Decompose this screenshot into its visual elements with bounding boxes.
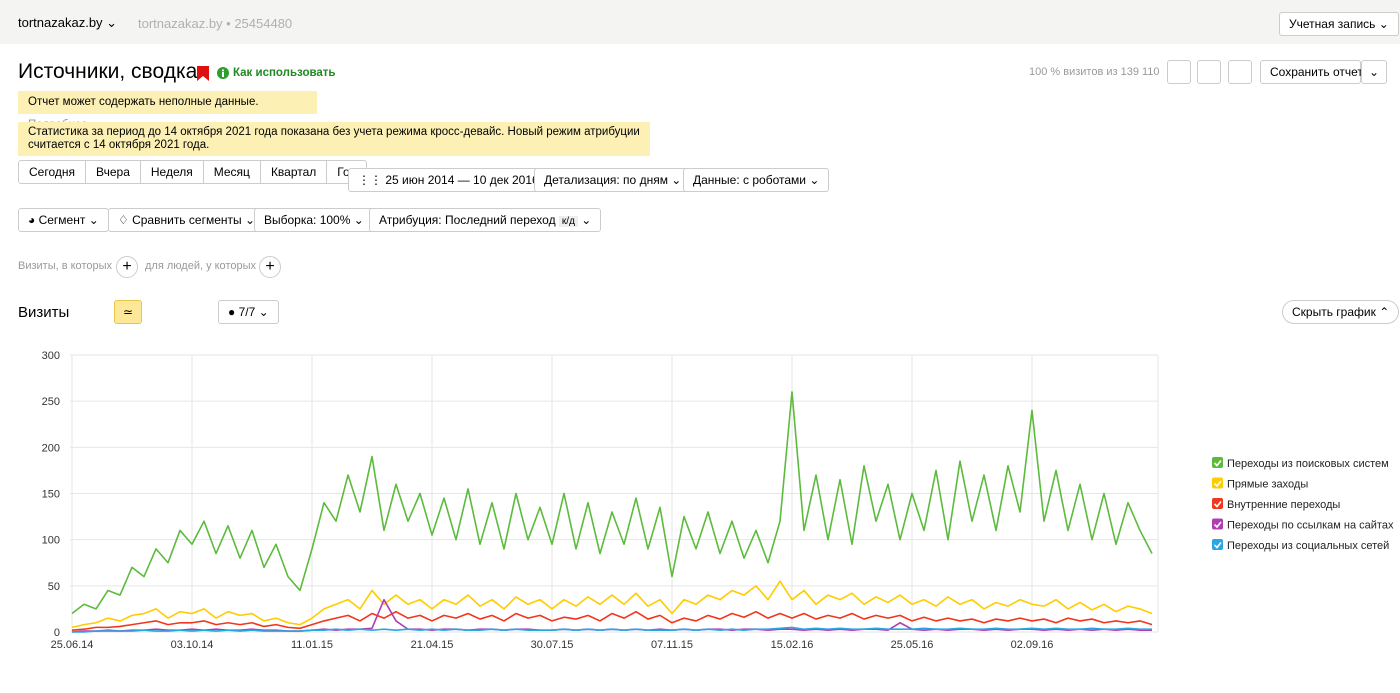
x-tick-label: 21.04.15 xyxy=(411,639,454,651)
add-visit-filter[interactable]: + xyxy=(116,256,138,278)
add-people-filter[interactable]: + xyxy=(259,256,281,278)
detail-button[interactable]: Детализация: по дням ⌄ xyxy=(534,168,692,192)
period[interactable]: Вчера xyxy=(86,161,141,183)
x-tick-label: 15.02.16 xyxy=(771,639,814,651)
account-button[interactable]: Учетная запись ⌄ xyxy=(1279,12,1399,36)
segment-label: Сегмент xyxy=(38,213,86,227)
legend-swatch xyxy=(1212,477,1223,489)
save-menu[interactable]: ⌄ xyxy=(1361,60,1387,84)
x-tick-label: 25.06.14 xyxy=(51,639,94,651)
site-name: tortnazakaz.by xyxy=(18,15,103,30)
date-range-label: 25 июн 2014 — 10 дек 2016 xyxy=(385,173,539,187)
x-tick-label: 11.01.15 xyxy=(291,639,333,651)
legend-check xyxy=(1213,542,1222,549)
attribution-badge: к/д xyxy=(558,216,578,227)
counter: tortnazakaz.by • 25454480 xyxy=(138,16,293,31)
data-filter-label: Данные: с роботами xyxy=(693,173,806,187)
sample-button[interactable]: Выборка: 100% ⌄ xyxy=(254,208,374,232)
compare-label: Сравнить сегменты xyxy=(132,213,242,227)
save-label: Сохранить отчет xyxy=(1270,65,1363,79)
y-tick-label: 250 xyxy=(42,396,60,408)
period-buttons: Сегодня Вчера Неделя Месяц Квартал Год xyxy=(18,160,368,184)
period[interactable]: Месяц xyxy=(204,161,261,183)
legend-swatch xyxy=(1212,457,1223,468)
legend-label: Переходы по ссылкам на сайтах xyxy=(1227,520,1394,532)
x-tick-label: 02.09.16 xyxy=(1011,639,1054,651)
series-line xyxy=(71,610,1153,631)
chart: 0 50 100 150 200 250 300 25.06.14 03.10.14 11.01.… xyxy=(42,350,1394,651)
incomplete-text: Отчет может содержать неполные данные. xyxy=(28,96,259,108)
history-button[interactable] xyxy=(1167,60,1191,84)
period[interactable]: Сегодня xyxy=(19,161,86,183)
series-line xyxy=(71,580,1153,629)
save-button[interactable]: Сохранить отчет xyxy=(1260,60,1363,84)
top-bar: tortnazakaz.by ⌄ tortnazakaz.by • 254544… xyxy=(0,0,1400,44)
y-tick-label: 150 xyxy=(42,489,60,501)
legend-check xyxy=(1213,521,1222,529)
incomplete-notice: Отчет может содержать неполные данные. П… xyxy=(18,91,317,131)
legend-swatch xyxy=(1212,498,1223,509)
legend-check xyxy=(1213,480,1222,488)
bookmark-icon[interactable] xyxy=(197,66,209,81)
date-range[interactable]: ⋮⋮ 25 июн 2014 — 10 дек 2016 xyxy=(348,168,549,192)
period[interactable]: Неделя xyxy=(141,161,204,183)
attribution-label: Атрибуция: Последний переход xyxy=(379,213,556,227)
compare-button[interactable]: ♢ Сравнить сегменты ⌄ xyxy=(108,208,266,232)
attribution-button[interactable]: Атрибуция: Последний переход к/д ⌄ xyxy=(369,208,602,232)
legend-label: Внутренние переходы xyxy=(1227,499,1340,511)
series-line xyxy=(72,626,1152,633)
y-tick-label: 50 xyxy=(48,581,60,593)
chart-heading: Визиты xyxy=(18,304,70,321)
legend-check xyxy=(1213,501,1222,508)
legend-label: Прямые заходы xyxy=(1227,479,1308,491)
api-button[interactable] xyxy=(1228,60,1252,84)
filter-people: для людей, у которых xyxy=(145,260,256,272)
series-line xyxy=(71,391,1153,615)
report-title: Источники, сводка xyxy=(18,60,198,83)
legend-swatch xyxy=(1212,518,1223,530)
account-label: Учетная запись xyxy=(1289,17,1376,31)
detail-label: Детализация: по дням xyxy=(544,173,668,187)
y-tick-label: 300 xyxy=(42,350,60,362)
x-tick-label: 07.11.15 xyxy=(651,639,693,651)
sample-label: Выборка: 100% xyxy=(264,213,351,227)
hide-chart-label: Скрыть график xyxy=(1292,305,1376,319)
site-selector[interactable]: tortnazakaz.by ⌄ xyxy=(18,15,118,30)
segment-button[interactable]: ◕ Сегмент ⌄ xyxy=(18,208,109,232)
x-tick-label: 03.10.14 xyxy=(171,639,214,651)
crossdevice-text: Статистика за период до 14 октября 2021 … xyxy=(28,126,640,151)
line-chart-toggle[interactable]: ≃ xyxy=(114,300,142,324)
crossdevice-notice: Статистика за период до 14 октября 2021 … xyxy=(18,122,650,156)
hide-chart-button[interactable]: Скрыть график ⌃ xyxy=(1282,300,1400,324)
legend-label: Переходы из социальных сетей xyxy=(1227,540,1389,552)
data-filter-button[interactable]: Данные: с роботами ⌄ xyxy=(683,168,830,192)
x-tick-label: 30.07.15 xyxy=(531,639,574,651)
period[interactable]: Квартал xyxy=(261,161,328,183)
legend-check xyxy=(1213,460,1222,467)
export-button[interactable] xyxy=(1197,60,1221,84)
legend-swatch xyxy=(1212,539,1223,550)
annotations-label: 7/7 xyxy=(238,305,256,319)
annotations-button[interactable]: ● 7/7 ⌄ xyxy=(218,300,279,324)
legend-label: Переходы из поисковых систем xyxy=(1227,458,1389,470)
y-tick-label: 100 xyxy=(42,535,60,547)
visits-share: 100 % визитов из 139 110 xyxy=(1029,66,1160,78)
series-line xyxy=(71,598,1152,633)
y-tick-label: 0 xyxy=(54,627,60,639)
help-link[interactable]: Как использовать xyxy=(233,67,336,79)
x-tick-label: 25.05.16 xyxy=(891,639,934,651)
help-icon xyxy=(217,67,229,79)
y-tick-label: 200 xyxy=(42,442,60,454)
filter-visits: Визиты, в которых xyxy=(18,260,112,272)
